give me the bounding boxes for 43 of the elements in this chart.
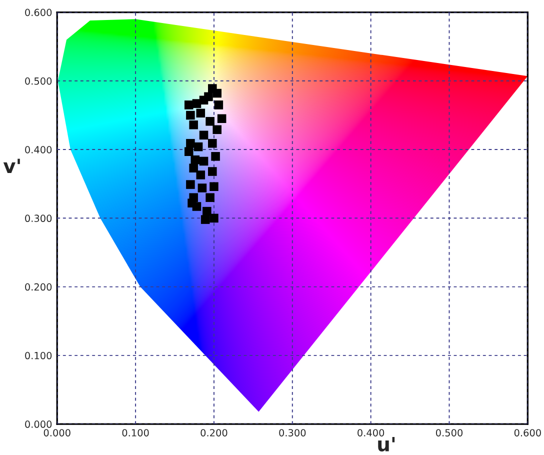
- point: [184, 100, 194, 110]
- point: [210, 182, 218, 191]
- point: [194, 142, 203, 152]
- x-axis-title: u': [378, 437, 395, 452]
- y-tick-label: 0.500: [25, 77, 52, 85]
- x-tick-label: 0.000: [44, 429, 70, 436]
- x-tick-label: 0.600: [514, 429, 541, 436]
- x-tick-label: 0.400: [358, 429, 384, 436]
- point: [189, 164, 198, 172]
- point: [217, 114, 226, 124]
- point: [210, 214, 218, 223]
- point: [199, 130, 208, 140]
- point: [186, 110, 195, 120]
- x-tick-label: 0.300: [279, 429, 306, 436]
- point: [212, 125, 222, 134]
- point: [208, 167, 217, 176]
- y-tick-label: 0.200: [25, 283, 52, 291]
- point: [196, 170, 206, 180]
- x-tick-label: 0.100: [122, 429, 149, 436]
- point: [214, 100, 224, 110]
- point: [200, 215, 210, 224]
- y-tick-label: 0.100: [25, 352, 52, 360]
- point: [202, 206, 212, 216]
- point: [206, 117, 214, 126]
- x-tick-label: 0.500: [436, 429, 463, 436]
- y-tick-label: 0.400: [25, 146, 52, 154]
- x-tick-label: 0.200: [200, 429, 228, 436]
- y-axis-title: v': [3, 158, 20, 173]
- point: [208, 138, 217, 148]
- point: [211, 152, 220, 161]
- point: [188, 198, 196, 208]
- y-tick-label: 0.300: [25, 214, 52, 222]
- point: [199, 156, 208, 166]
- point: [196, 108, 206, 118]
- y-tick-label: 0.600: [25, 8, 52, 16]
- point: [206, 193, 214, 202]
- point: [184, 147, 194, 156]
- point: [189, 120, 198, 130]
- point: [186, 180, 195, 189]
- y-tick-label: 0.000: [25, 420, 52, 428]
- point: [212, 88, 222, 98]
- point: [198, 184, 207, 192]
- point: [192, 99, 202, 108]
